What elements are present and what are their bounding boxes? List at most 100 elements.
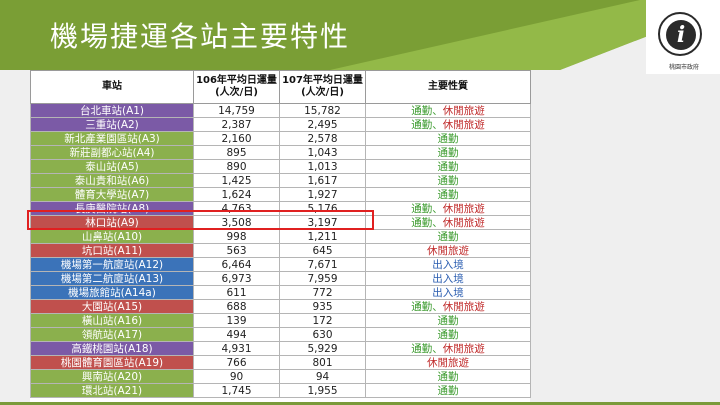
ridership-106-cell: 494 — [193, 327, 280, 342]
ridership-107-cell: 94 — [279, 369, 366, 384]
nature-tag: 通勤 — [437, 370, 459, 383]
nature-tag: 通勤 — [411, 202, 433, 215]
table-row: 坑口站(A11) 563 645 休閒旅遊 — [30, 243, 531, 258]
nature-tag: 休閒旅遊 — [442, 104, 485, 117]
ridership-106-cell: 1,624 — [193, 187, 280, 202]
ridership-107-cell: 1,927 — [279, 187, 366, 202]
nature-tag: 通勤 — [411, 300, 433, 313]
table-row: 興南站(A20) 90 94 通勤 — [30, 369, 531, 384]
ridership-106-cell: 90 — [193, 369, 280, 384]
station-name-cell: 體育大學站(A7) — [30, 187, 194, 202]
station-name-cell: 新北產業園區站(A3) — [30, 131, 194, 146]
ridership-106-cell: 139 — [193, 313, 280, 328]
table-row: 環北站(A21) 1,745 1,955 通勤 — [30, 383, 531, 398]
table-row: 山鼻站(A10) 998 1,211 通勤 — [30, 229, 531, 244]
ridership-106-cell: 766 — [193, 355, 280, 370]
nature-tag: 休閒旅遊 — [442, 342, 485, 355]
nature-tag: 通勤 — [437, 132, 459, 145]
nature-tag: 休閒旅遊 — [442, 216, 485, 229]
table-row: 泰山站(A5) 890 1,013 通勤 — [30, 159, 531, 174]
ridership-107-cell: 7,671 — [279, 257, 366, 272]
ridership-106-cell: 2,387 — [193, 117, 280, 132]
station-name-cell: 大園站(A15) — [30, 299, 194, 314]
station-name-cell: 桃園體育園區站(A19) — [30, 355, 194, 370]
nature-tag: 通勤 — [437, 230, 459, 243]
nature-tag: 通勤 — [411, 104, 433, 117]
header-nature: 主要性質 — [365, 70, 531, 104]
ridership-106-cell: 890 — [193, 159, 280, 174]
nature-tag: 通勤 — [437, 174, 459, 187]
ridership-106-cell: 563 — [193, 243, 280, 258]
nature-cell: 休閒旅遊 — [365, 243, 531, 258]
nature-tag: 出入境 — [432, 286, 464, 299]
logo: i 桃園市政府 — [646, 0, 720, 74]
nature-tag: 通勤 — [437, 328, 459, 341]
table-row: 高鐵桃園站(A18) 4,931 5,929 通勤、休閒旅遊 — [30, 341, 531, 356]
ridership-107-cell: 2,578 — [279, 131, 366, 146]
table-row: 機場旅館站(A14a) 611 772 出入境 — [30, 285, 531, 300]
page-title: 機場捷運各站主要特性 — [50, 20, 351, 53]
station-table: 車站 106年平均日運量 (人次/日) 107年平均日運量 (人次/日) 主要性… — [30, 70, 531, 398]
nature-cell: 通勤 — [365, 187, 531, 202]
header-107-line1: 107年平均日運量 — [282, 75, 363, 86]
ridership-106-cell: 1,745 — [193, 383, 280, 398]
table-row: 領航站(A17) 494 630 通勤 — [30, 327, 531, 342]
station-name-cell: 橫山站(A16) — [30, 313, 194, 328]
header-106-line1: 106年平均日運量 — [196, 75, 277, 86]
ridership-107-cell: 645 — [279, 243, 366, 258]
table-row: 橫山站(A16) 139 172 通勤 — [30, 313, 531, 328]
station-name-cell: 新莊副都心站(A4) — [30, 145, 194, 160]
nature-cell: 通勤、休閒旅遊 — [365, 117, 531, 132]
station-name-cell: 興南站(A20) — [30, 369, 194, 384]
nature-cell: 通勤、休閒旅遊 — [365, 103, 531, 118]
nature-cell: 通勤、休閒旅遊 — [365, 299, 531, 314]
station-name-cell: 機場第二航廈站(A13) — [30, 271, 194, 286]
ridership-106-cell: 998 — [193, 229, 280, 244]
ridership-106-cell: 4,931 — [193, 341, 280, 356]
nature-cell: 通勤 — [365, 327, 531, 342]
ridership-107-cell: 1,013 — [279, 159, 366, 174]
logo-ring — [658, 12, 702, 56]
ridership-106-cell: 688 — [193, 299, 280, 314]
station-name-cell: 泰山站(A5) — [30, 159, 194, 174]
table-row: 台北車站(A1) 14,759 15,782 通勤、休閒旅遊 — [30, 103, 531, 118]
header-ridership-107: 107年平均日運量 (人次/日) — [279, 70, 366, 104]
station-name-cell: 山鼻站(A10) — [30, 229, 194, 244]
nature-tag: 、 — [432, 216, 443, 229]
station-name-cell: 泰山貴和站(A6) — [30, 173, 194, 188]
nature-tag: 通勤 — [437, 384, 459, 397]
nature-cell: 通勤 — [365, 145, 531, 160]
nature-tag: 通勤 — [411, 118, 433, 131]
ridership-107-cell: 2,495 — [279, 117, 366, 132]
nature-tag: 休閒旅遊 — [427, 244, 469, 257]
nature-cell: 通勤、休閒旅遊 — [365, 341, 531, 356]
ridership-107-cell: 7,959 — [279, 271, 366, 286]
nature-tag: 通勤 — [411, 216, 433, 229]
ridership-106-cell: 611 — [193, 285, 280, 300]
ridership-107-cell: 5,929 — [279, 341, 366, 356]
nature-cell: 通勤 — [365, 369, 531, 384]
table-header-row: 車站 106年平均日運量 (人次/日) 107年平均日運量 (人次/日) 主要性… — [30, 70, 531, 104]
nature-cell: 通勤、休閒旅遊 — [365, 201, 531, 216]
highlight-box — [27, 210, 374, 230]
title-banner: 機場捷運各站主要特性 i 桃園市政府 — [0, 0, 720, 74]
station-name-cell: 三重站(A2) — [30, 117, 194, 132]
header-106-line2: (人次/日) — [215, 87, 258, 98]
nature-tag: 出入境 — [432, 258, 464, 271]
nature-tag: 通勤 — [437, 314, 459, 327]
nature-tag: 休閒旅遊 — [442, 118, 485, 131]
ridership-107-cell: 15,782 — [279, 103, 366, 118]
nature-cell: 出入境 — [365, 285, 531, 300]
ridership-107-cell: 1,043 — [279, 145, 366, 160]
ridership-106-cell: 1,425 — [193, 173, 280, 188]
nature-cell: 通勤 — [365, 383, 531, 398]
ridership-107-cell: 801 — [279, 355, 366, 370]
nature-tag: 休閒旅遊 — [442, 202, 485, 215]
nature-cell: 出入境 — [365, 271, 531, 286]
nature-tag: 休閒旅遊 — [427, 356, 469, 369]
station-name-cell: 領航站(A17) — [30, 327, 194, 342]
nature-cell: 出入境 — [365, 257, 531, 272]
nature-tag: 通勤 — [437, 160, 459, 173]
table-body: 台北車站(A1) 14,759 15,782 通勤、休閒旅遊 三重站(A2) 2,387 2… — [30, 103, 531, 398]
nature-cell: 休閒旅遊 — [365, 355, 531, 370]
